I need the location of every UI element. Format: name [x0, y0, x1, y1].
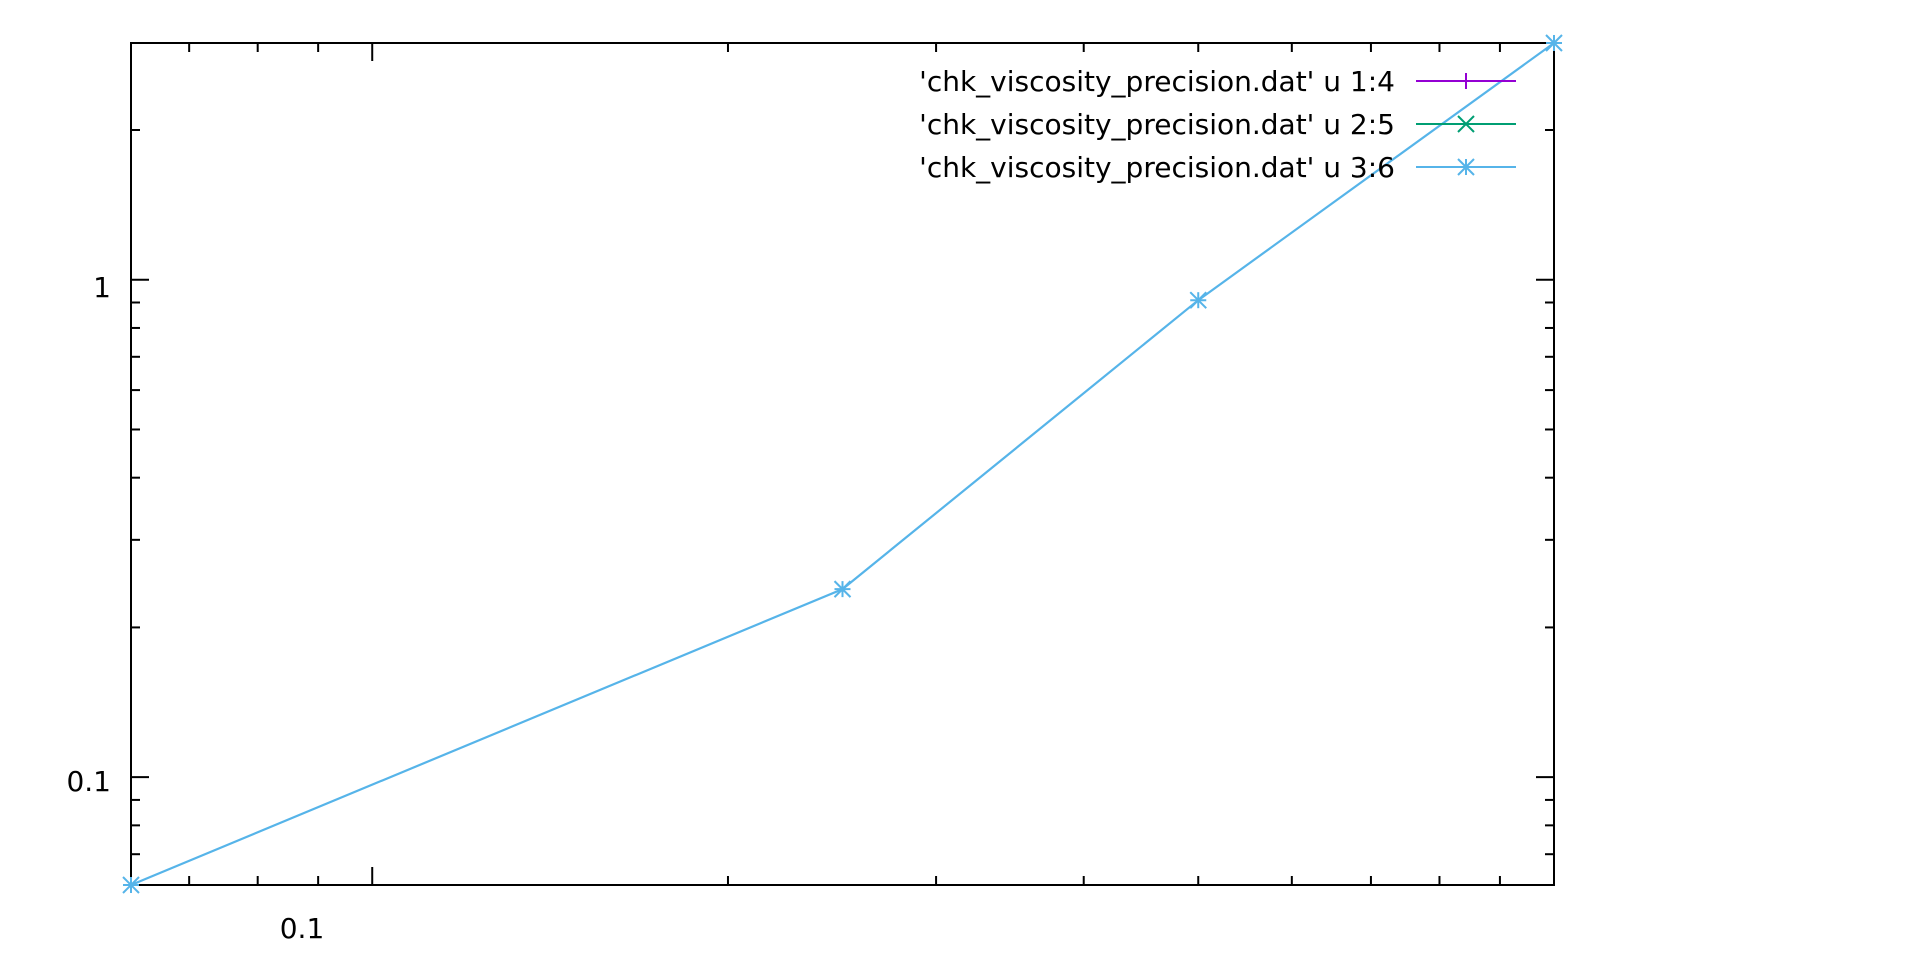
marker-stroke	[1457, 158, 1475, 176]
legend-label: 'chk_viscosity_precision.dat' u 1:4	[919, 65, 1395, 98]
plot-frame	[130, 42, 1555, 886]
series-lines	[130, 42, 1555, 887]
marker-stroke	[1189, 291, 1207, 309]
marker-stroke	[833, 580, 852, 598]
data-point	[1457, 158, 1475, 176]
data-point	[1458, 73, 1474, 89]
legend-marker	[1457, 158, 1475, 176]
y-axis-ticks	[131, 129, 1554, 856]
data-point	[833, 580, 852, 598]
x-tick-label: 0.1	[280, 912, 325, 945]
data-point	[1189, 291, 1207, 309]
x-axis-tick-labels: 0.1	[280, 912, 325, 945]
data-point	[1545, 34, 1563, 52]
x-axis-ticks	[188, 43, 1555, 885]
y-tick-label: 1	[93, 271, 111, 304]
legend: 'chk_viscosity_precision.dat' u 1:4 'chk…	[919, 65, 1516, 184]
data-point	[122, 876, 140, 894]
y-tick-label: 0.1	[66, 765, 111, 798]
legend-marker	[1458, 73, 1474, 89]
legend-marker	[1457, 115, 1475, 133]
legend-entry: 'chk_viscosity_precision.dat' u 2:5	[919, 108, 1516, 141]
data-point	[1457, 115, 1475, 133]
marker-stroke	[122, 876, 140, 894]
marker-stroke	[1545, 34, 1563, 52]
legend-entry: 'chk_viscosity_precision.dat' u 3:6	[919, 151, 1516, 184]
legend-label: 'chk_viscosity_precision.dat' u 2:5	[919, 108, 1395, 141]
series-line	[130, 42, 1555, 887]
legend-entry: 'chk_viscosity_precision.dat' u 1:4	[919, 65, 1516, 98]
legend-label: 'chk_viscosity_precision.dat' u 3:6	[919, 151, 1395, 184]
marker-stroke	[1457, 115, 1475, 133]
y-axis-tick-labels: 0.1 1	[66, 271, 111, 798]
series-points	[122, 34, 1563, 894]
